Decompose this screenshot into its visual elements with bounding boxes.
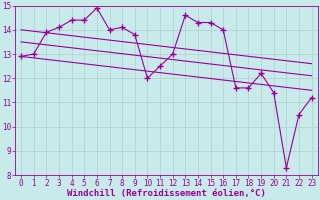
X-axis label: Windchill (Refroidissement éolien,°C): Windchill (Refroidissement éolien,°C) bbox=[67, 189, 266, 198]
